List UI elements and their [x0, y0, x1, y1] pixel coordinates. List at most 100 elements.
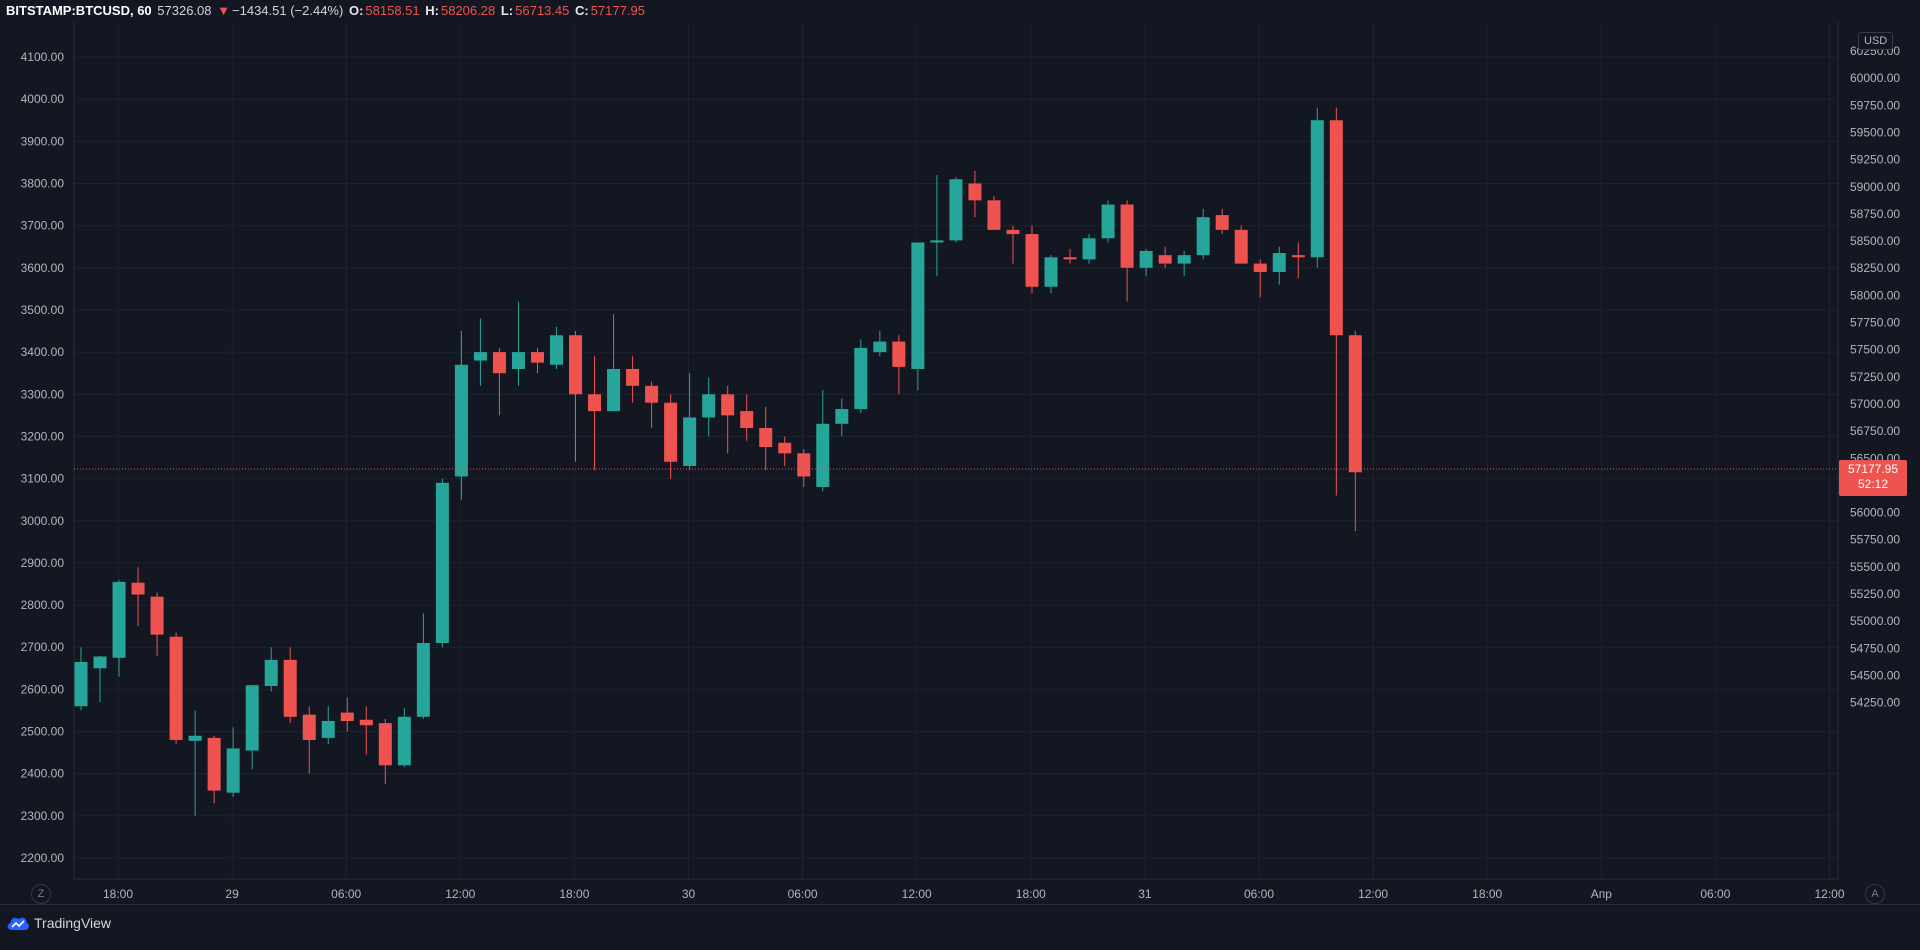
candle-body — [721, 394, 735, 416]
time-axis[interactable]: 18:00 29 06:00 12:00 18:00 30 06:00 12:00 18:00 3… — [103, 887, 1845, 901]
candle — [626, 356, 640, 403]
candle-body — [416, 643, 430, 717]
candle — [473, 318, 487, 386]
time-tick-label: Апр — [1591, 887, 1613, 901]
candle — [359, 706, 373, 755]
left-tick-label: 2400.00 — [21, 767, 65, 781]
candle-body — [626, 368, 640, 386]
right-tick-label: 57000.00 — [1850, 397, 1900, 411]
left-tick-label: 2700.00 — [21, 640, 65, 654]
candle-body — [340, 712, 354, 722]
candle-body — [1120, 204, 1134, 268]
candle-body — [664, 402, 678, 462]
time-tick-label: 06:00 — [331, 887, 361, 901]
candle-body — [873, 341, 887, 353]
candle — [74, 647, 88, 711]
plot-background — [0, 22, 1838, 904]
candle — [1234, 225, 1248, 264]
time-tick-label: 31 — [1138, 887, 1152, 901]
candle-body — [150, 596, 164, 635]
candle — [340, 697, 354, 732]
candle — [1329, 107, 1343, 496]
left-tick-label: 3500.00 — [21, 303, 65, 317]
candle-body — [759, 428, 773, 447]
candle — [150, 592, 164, 656]
candle-body — [778, 442, 792, 454]
left-tick-label: 2800.00 — [21, 598, 65, 612]
right-tick-label: 57500.00 — [1850, 343, 1900, 357]
candle-body — [1196, 217, 1210, 256]
candle — [1139, 248, 1153, 277]
candle — [683, 373, 697, 471]
symbol-name[interactable]: BITSTAMP:BTCUSD, 60 — [6, 3, 152, 18]
right-tick-label: 55000.00 — [1850, 614, 1900, 628]
candle-body — [1272, 253, 1286, 273]
right-tick-label: 58500.00 — [1850, 234, 1900, 248]
candle-body — [835, 409, 849, 424]
high-value: 58206.28 — [440, 3, 496, 18]
left-tick-label: 3000.00 — [21, 514, 65, 528]
candle — [530, 347, 544, 374]
last-price-tag: 57177.95 52:12 — [1839, 460, 1907, 496]
symbol-legend[interactable]: BITSTAMP:BTCUSD, 60 57326.08 ▼ −1434.51 (… — [6, 2, 647, 20]
time-tick-label: 12:00 — [1358, 887, 1388, 901]
left-price-axis[interactable]: 4100.00 4000.00 3900.00 3800.00 3700.00 3600.… — [21, 50, 65, 865]
time-tick-label: 18:00 — [103, 887, 133, 901]
candle — [93, 655, 107, 703]
left-tick-label: 3800.00 — [21, 176, 65, 190]
candle-body — [911, 242, 925, 369]
candle-body — [359, 719, 373, 726]
candle-body — [1158, 255, 1172, 264]
candle — [968, 170, 982, 218]
low-value: 56713.45 — [515, 3, 570, 18]
candle — [645, 381, 659, 429]
candle — [1348, 331, 1362, 532]
brand-name: TradingView — [34, 915, 112, 931]
down-arrow-icon: ▼ — [217, 3, 231, 18]
candle — [492, 347, 506, 416]
candle — [1082, 234, 1096, 264]
candle-body — [131, 582, 145, 595]
right-tick-label: 56000.00 — [1850, 506, 1900, 520]
candle-body — [1139, 250, 1153, 268]
candle-body — [1348, 335, 1362, 473]
candle-countdown: 52:12 — [1857, 477, 1889, 491]
candle — [835, 398, 849, 437]
right-tick-label: 54500.00 — [1850, 668, 1900, 682]
time-tick-label: 12:00 — [445, 887, 475, 901]
close-label: C: — [574, 3, 589, 18]
right-tick-label: 56750.00 — [1850, 424, 1900, 438]
candle — [1291, 242, 1305, 279]
candle-body — [511, 352, 525, 369]
candle-body — [226, 748, 240, 793]
high-label: H: — [425, 3, 439, 18]
right-tick-label: 57250.00 — [1850, 370, 1900, 384]
candle — [721, 385, 735, 454]
candle-body — [569, 335, 583, 395]
left-tick-label: 2500.00 — [21, 725, 65, 739]
left-tick-label: 4100.00 — [21, 50, 65, 64]
right-price-axis[interactable]: 60250.0060000.0059750.0059500.0059250.00… — [1850, 44, 1900, 710]
candle-body — [740, 411, 754, 429]
right-tick-label: 57750.00 — [1850, 316, 1900, 330]
right-tick-label: 58000.00 — [1850, 288, 1900, 302]
open-label: O: — [348, 3, 364, 18]
right-tick-label: 58750.00 — [1850, 207, 1900, 221]
scale-left-button[interactable]: Z — [31, 884, 51, 904]
tradingview-logo[interactable]: TradingView — [6, 915, 111, 931]
candle — [1006, 225, 1020, 264]
time-tick-label: 18:00 — [1016, 887, 1046, 901]
currency-badge[interactable]: USD — [1858, 32, 1894, 50]
right-tick-label: 54250.00 — [1850, 696, 1900, 710]
candle-body — [1082, 238, 1096, 260]
candle-body — [397, 716, 411, 766]
auto-scale-button[interactable]: A — [1865, 884, 1885, 904]
right-tick-label: 54750.00 — [1850, 641, 1900, 655]
candle — [778, 436, 792, 466]
time-tick-label: 30 — [682, 887, 696, 901]
candle — [607, 314, 621, 412]
candle-body — [283, 659, 297, 717]
candle — [759, 406, 773, 471]
candle-body — [645, 385, 659, 403]
